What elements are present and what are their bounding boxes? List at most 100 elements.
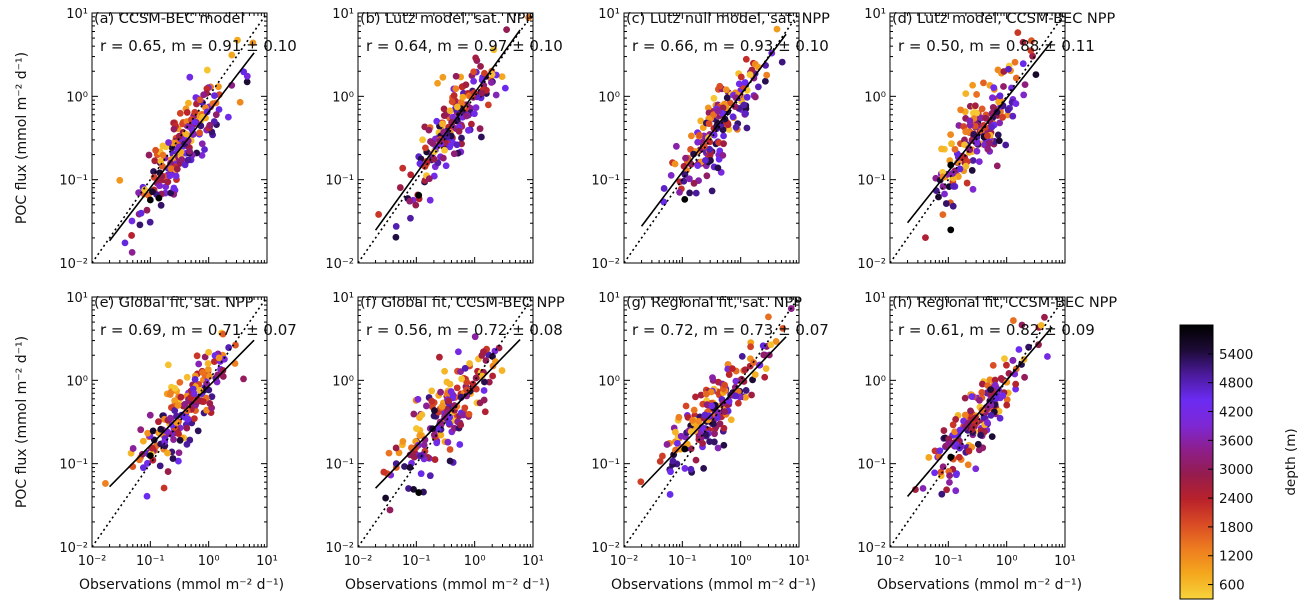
scatter-point <box>751 371 759 379</box>
scatter-point <box>144 429 152 437</box>
scatter-point <box>430 155 438 163</box>
scatter-point <box>727 416 735 424</box>
scatter-point <box>711 430 718 438</box>
scatter-point <box>1009 112 1017 120</box>
scatter-point <box>183 373 191 381</box>
scatter-point <box>983 132 991 140</box>
y-axis-label: POC flux (mmol m⁻² d⁻¹) <box>14 336 30 508</box>
scatter-point <box>440 112 448 120</box>
y-tick-label: 10¹ <box>864 291 886 306</box>
scatter-point <box>116 176 124 184</box>
x-tick-label: 10⁰ <box>464 554 486 569</box>
scatter-point <box>149 188 156 196</box>
colorbar-tick-label: 3000 <box>1219 462 1253 478</box>
scatter-point <box>211 92 218 100</box>
scatter-point <box>471 333 479 341</box>
panel-title: (f) Global fit, CCSM-BEC NPP <box>360 295 565 311</box>
scatter-point <box>1003 361 1010 369</box>
scatter-point <box>481 408 489 416</box>
colorbar: 600 1200 1800 2400 3000 3600 4200 4800 5400 depth… <box>1179 324 1299 600</box>
scatter-point <box>490 46 498 54</box>
scatter-point <box>962 90 970 98</box>
scatter-point <box>748 391 755 399</box>
scatter-point <box>996 119 1004 127</box>
scatter-point <box>706 145 713 153</box>
scatter-point <box>961 411 969 419</box>
scatter-point <box>667 468 674 476</box>
scatter-point <box>779 324 787 332</box>
scatter-point <box>208 393 216 401</box>
y-tick-label: 10⁰ <box>332 374 354 389</box>
scatter-point <box>184 156 192 164</box>
y-tick-label: 10⁻² <box>591 541 620 556</box>
axis-ticks <box>889 296 1066 548</box>
fit-line <box>640 336 787 489</box>
scatter-point <box>157 157 165 165</box>
scatter-point <box>1005 65 1012 73</box>
scatter-point <box>948 140 955 148</box>
scatter-point <box>992 395 1000 402</box>
y-tick-label: 10⁻² <box>857 257 886 272</box>
scatter-point <box>742 393 749 401</box>
scatter-point <box>912 486 919 493</box>
scatter-point <box>705 120 713 128</box>
panel-stat: r = 0.69, m = 0.71 ± 0.07 <box>100 321 297 339</box>
x-tick-label: 10⁻¹ <box>136 554 165 569</box>
scatter-point <box>741 366 749 374</box>
y-tick-label: 10⁻¹ <box>59 458 88 473</box>
scatter-point <box>961 394 969 402</box>
scatter-point <box>225 344 233 351</box>
scatter-point <box>175 430 182 437</box>
axis-ticks <box>623 296 800 548</box>
scatter-point <box>465 410 473 418</box>
y-tick-label: 10⁰ <box>332 90 354 105</box>
scatter-point <box>720 132 727 140</box>
scatter-point <box>176 378 184 386</box>
scatter-point <box>392 444 400 452</box>
scatter-point <box>491 347 499 355</box>
scatter-point <box>243 78 251 86</box>
scatter-point <box>166 172 174 180</box>
scatter-point <box>419 136 426 144</box>
x-axis-label: Observations (mmol m⁻² d⁻¹) <box>345 577 550 593</box>
scatter-point <box>708 402 716 410</box>
scatter-point <box>728 365 736 373</box>
scatter-point <box>690 406 698 414</box>
scatter-point <box>1018 321 1026 329</box>
scatter-point <box>453 141 461 149</box>
scatter-point <box>437 431 445 439</box>
scatter-point <box>191 108 199 116</box>
scatter-point <box>994 131 1002 139</box>
scatter-point <box>195 360 203 368</box>
scatter-point <box>686 189 694 197</box>
scatter-point <box>463 378 471 386</box>
scatter-point <box>949 202 957 210</box>
scatter-point <box>184 137 192 145</box>
scatter-point <box>671 160 679 168</box>
colorbar-label: depth (m) <box>1283 428 1299 495</box>
panel-title: (b) Lutz model, sat. NPP <box>360 11 534 27</box>
x-tick-label: 10⁰ <box>198 554 220 569</box>
scatter-point <box>951 428 959 436</box>
scatter-series <box>380 333 506 514</box>
scatter-point <box>761 373 769 381</box>
scatter-point <box>418 411 426 419</box>
scatter-point <box>468 120 475 128</box>
panel-stat: r = 0.66, m = 0.93 ± 0.10 <box>632 37 829 55</box>
scatter-point <box>177 393 185 401</box>
scatter-point <box>407 214 414 222</box>
axis-ticks <box>91 12 268 264</box>
scatter-point <box>660 185 668 192</box>
scatter-point <box>437 388 444 396</box>
scatter-point <box>206 121 214 129</box>
scatter-point <box>973 91 981 98</box>
scatter-point <box>985 139 993 147</box>
scatter-point <box>1035 341 1042 349</box>
scatter-point <box>962 128 970 136</box>
scatter-point <box>182 130 190 138</box>
fit-line <box>374 338 521 489</box>
scatter-point <box>102 480 109 487</box>
y-tick-label: 10¹ <box>332 7 354 22</box>
scatter-point <box>441 146 448 154</box>
